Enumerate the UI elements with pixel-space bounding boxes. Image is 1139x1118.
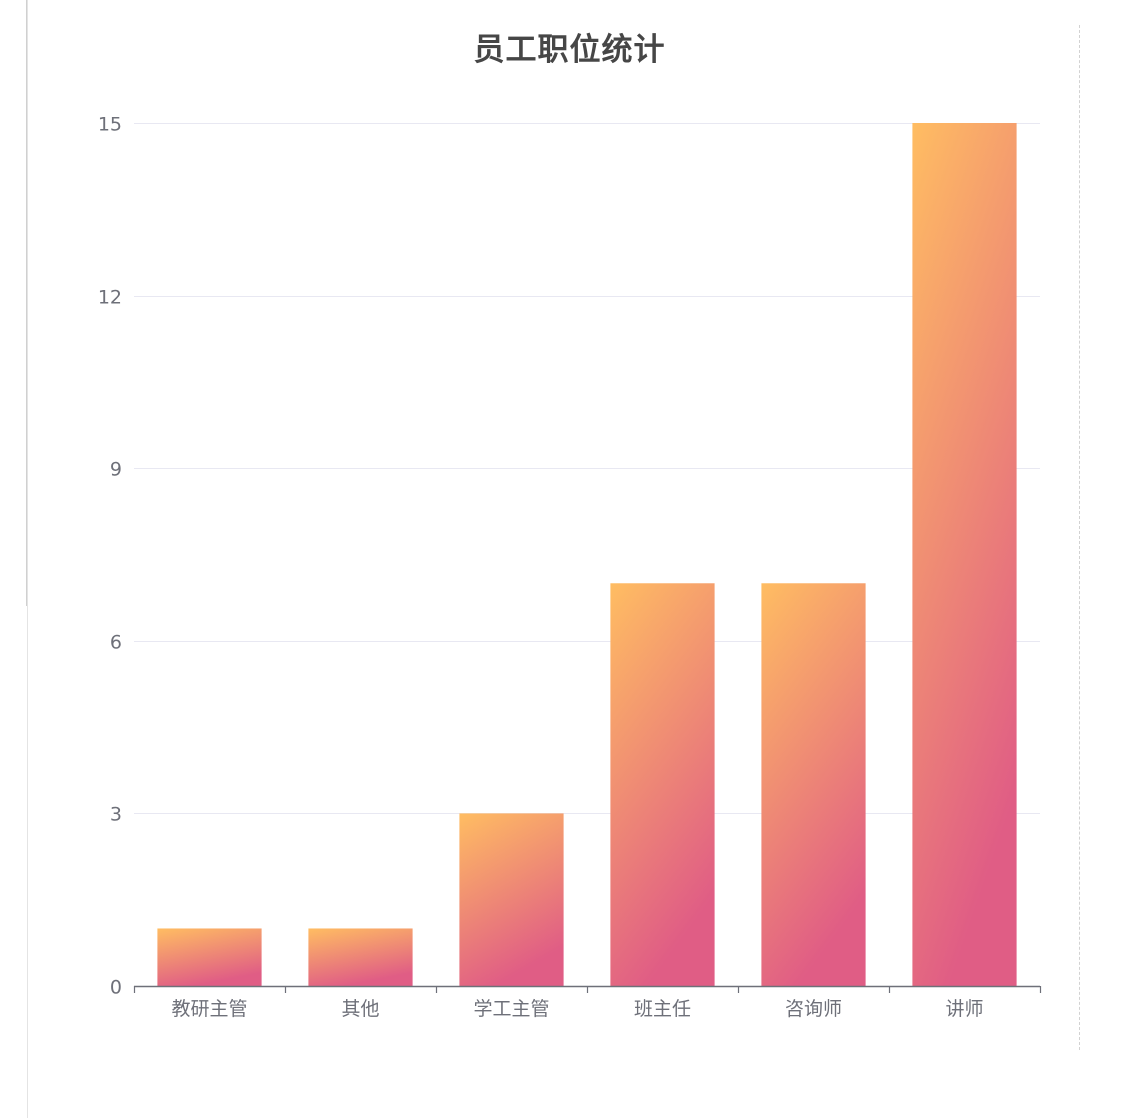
y-axis-ticks: 0 3 6 9 12 15 (98, 114, 122, 999)
y-tick-label: 3 (110, 804, 122, 826)
bar[interactable] (761, 583, 866, 986)
x-axis-labels: 教研主管 其他 学工主管 班主任 咨询师 讲师 (171, 998, 983, 1020)
x-tick-label: 其他 (341, 998, 379, 1020)
bar[interactable] (157, 928, 262, 986)
y-tick-label: 9 (110, 459, 122, 481)
chart-title: 员工职位统计 (473, 32, 666, 68)
y-tick-label: 0 (110, 977, 122, 999)
y-tick-label: 12 (98, 287, 122, 309)
x-tick-label: 咨询师 (785, 998, 842, 1020)
left-panel-border-dark (26, 0, 27, 606)
x-tick-label: 讲师 (945, 998, 983, 1020)
x-tick-label: 班主任 (634, 998, 691, 1020)
bar[interactable] (459, 813, 564, 986)
right-dashed-divider (1079, 25, 1080, 1050)
y-tick-label: 15 (98, 114, 122, 136)
grid-lines (134, 123, 1040, 814)
bar[interactable] (610, 583, 715, 986)
bar[interactable] (308, 928, 413, 986)
x-tick-label: 教研主管 (171, 998, 247, 1020)
bar[interactable] (912, 123, 1017, 986)
x-tick-label: 学工主管 (473, 998, 549, 1020)
x-axis (133, 985, 1042, 993)
bar-series (157, 123, 1017, 986)
y-tick-label: 6 (110, 632, 122, 654)
left-panel-border (27, 0, 28, 1118)
